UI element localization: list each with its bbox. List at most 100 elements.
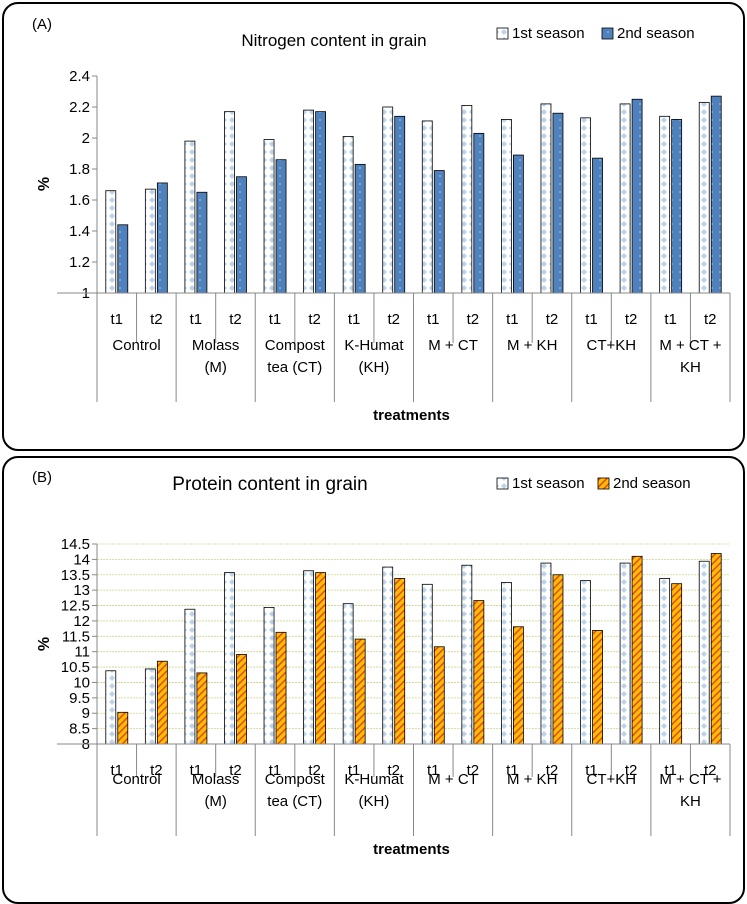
nitrogen-chart: (A) Nitrogen content in grain 1st season 2n…: [32, 16, 731, 424]
y-tick-label: 1.6: [69, 192, 90, 209]
y-tick-label: 11: [74, 644, 90, 661]
x-tick-label: t2: [467, 762, 480, 779]
group-label: K-Humat (KH): [344, 337, 404, 376]
x-tick-label: t2: [625, 311, 638, 328]
bar-1-5: [303, 570, 314, 745]
bar-2-2: [196, 672, 208, 745]
bar-1-12: [580, 580, 591, 745]
x-tick-label: t1: [427, 762, 440, 779]
bar-1-0: [105, 670, 117, 745]
x-tick-label: t1: [190, 762, 203, 779]
group-label: Molass (M): [192, 337, 240, 376]
bar-2-7: [394, 578, 406, 745]
bar-2-0: [117, 711, 129, 745]
x-axis-label: treatments: [373, 841, 450, 858]
y-tick-label: 9: [82, 705, 90, 722]
x-tick-label: t1: [427, 311, 440, 328]
bar-1-3: [224, 111, 235, 294]
x-tick-label: t1: [348, 311, 361, 328]
x-tick-label: t1: [585, 311, 598, 328]
chart-title: Protein content in grain: [172, 474, 367, 495]
x-tick-label: t2: [229, 762, 242, 779]
y-tick-label: 14.5: [61, 536, 90, 553]
bar-2-1: [156, 660, 168, 745]
bar-2-7: [394, 115, 406, 294]
group-label: M + CT + KH: [659, 337, 721, 376]
x-tick-label: t2: [467, 311, 480, 328]
legend-label-2: 2nd season: [617, 25, 695, 42]
y-tick-label: 11.5: [62, 628, 90, 645]
x-tick-label: t1: [269, 762, 282, 779]
y-tick-label: 14: [73, 551, 90, 568]
group-label: CT+KH: [587, 337, 637, 354]
bar-2-4: [275, 631, 287, 745]
legend-swatch-1: [496, 27, 509, 40]
bar-1-15: [698, 560, 710, 745]
bar-2-11: [552, 574, 564, 745]
bar-2-6: [354, 163, 366, 294]
x-tick-label: t1: [111, 311, 124, 328]
bar-2-4: [275, 159, 287, 294]
bar-1-7: [382, 106, 394, 294]
bar-2-9: [473, 132, 485, 294]
bar-1-6: [342, 603, 354, 745]
bar-1-15: [698, 101, 710, 294]
y-tick-label: 12.5: [61, 598, 90, 615]
bar-1-8: [421, 583, 433, 745]
y-tick-label: 12: [73, 613, 90, 630]
bar-2-3: [236, 176, 247, 294]
bar-2-9: [473, 600, 485, 745]
x-tick-label: t2: [546, 762, 559, 779]
chart-title: Nitrogen content in grain: [241, 31, 426, 50]
bar-1-5: [303, 109, 314, 294]
x-tick-label: t2: [229, 311, 242, 328]
panel-label: (A): [32, 16, 52, 33]
bar-1-4: [263, 139, 275, 294]
bar-2-5: [315, 572, 326, 745]
bar-1-9: [461, 564, 473, 745]
bar-1-2: [184, 608, 196, 745]
x-tick-label: t1: [664, 762, 677, 779]
bar-1-11: [540, 103, 552, 294]
bar-2-8: [433, 646, 445, 745]
y-tick-label: 10.5: [61, 659, 90, 676]
legend-label-2: 2nd season: [613, 475, 691, 492]
x-tick-label: t2: [308, 762, 321, 779]
bar-1-12: [580, 117, 591, 294]
x-tick-label: t1: [111, 762, 124, 779]
bar-2-12: [592, 157, 603, 294]
group-label: Control: [112, 337, 160, 354]
legend-label-1: 1st season: [512, 25, 585, 42]
bar-1-11: [540, 562, 552, 745]
x-tick-label: t2: [704, 311, 717, 328]
chart-panel-a: (A) Nitrogen content in grain 1st season 2n…: [2, 2, 745, 451]
legend: 1st season 2nd season: [496, 475, 691, 492]
x-tick-label: t1: [664, 311, 677, 328]
group-label: Compost tea (CT): [265, 771, 326, 810]
bar-2-0: [117, 224, 129, 294]
x-tick-label: t2: [387, 762, 400, 779]
x-tick-label: t1: [585, 762, 598, 779]
bar-2-10: [513, 154, 524, 294]
x-tick-label: t2: [308, 311, 321, 328]
bar-2-15: [710, 553, 722, 745]
bar-1-10: [501, 119, 512, 294]
legend-swatch-2: [601, 27, 614, 40]
bar-1-8: [421, 120, 433, 294]
y-tick-label: 1.2: [69, 254, 90, 271]
bar-2-11: [552, 112, 564, 294]
bar-2-8: [433, 170, 445, 294]
bar-1-3: [224, 572, 235, 745]
group-label: M + CT: [428, 771, 478, 788]
group-label: K-Humat (KH): [344, 771, 404, 810]
bar-2-2: [196, 191, 208, 294]
bar-1-1: [144, 188, 156, 294]
chart-panel-b: (B) Protein content in grain 1st season 2nd…: [2, 456, 745, 904]
y-axis-label: %: [36, 177, 53, 191]
x-tick-label: t1: [506, 762, 519, 779]
x-tick-label: t1: [190, 311, 203, 328]
protein-chart: (B) Protein content in grain 1st season 2nd…: [32, 469, 731, 858]
y-tick-label: 2.2: [69, 99, 90, 116]
y-tick-label: 1.4: [69, 223, 90, 240]
x-tick-label: t1: [506, 311, 519, 328]
